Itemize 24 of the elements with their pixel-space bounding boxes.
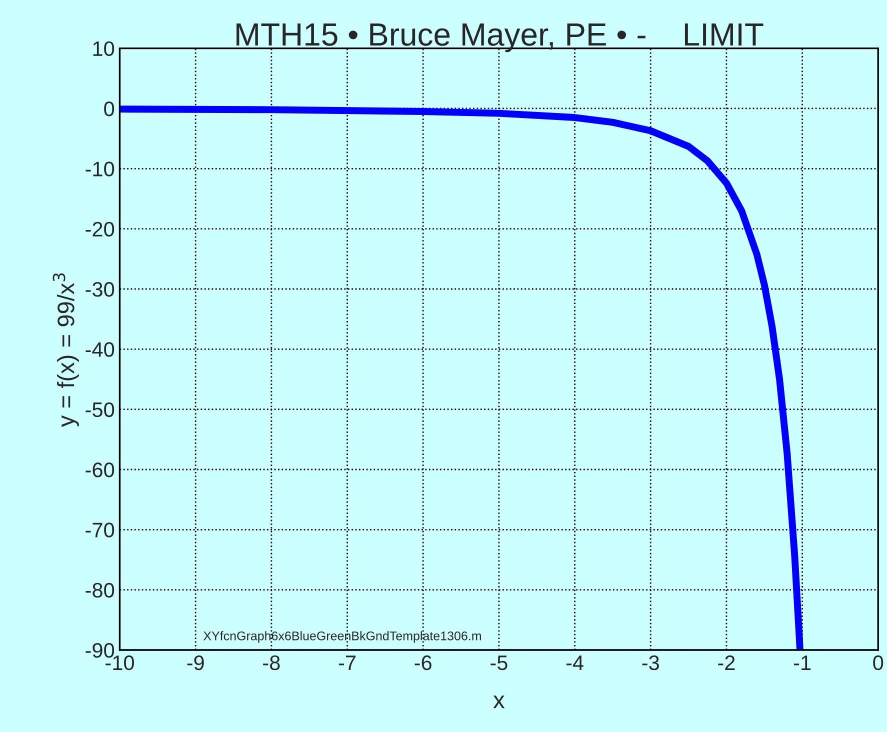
- y-tick-label: -30: [86, 282, 114, 297]
- x-axis-title: x: [493, 696, 505, 708]
- x-tick-label: 0: [873, 655, 884, 670]
- chart-title: MTH15 • Bruce Mayer, PE • - LIMIT: [236, 24, 764, 52]
- annotation: XYfcnGraph6x6BlueGreenBkGndTemplate1306.m: [203, 631, 481, 643]
- x-tick-label: -8: [263, 655, 280, 670]
- y-tick-label: -10: [86, 162, 114, 176]
- x-tick-label: -5: [490, 656, 508, 670]
- y-axis-title: y = f(x) = 99/x$^{3}$: [52, 273, 79, 428]
- x-tick-label: -6: [414, 655, 432, 670]
- y-tick-label: -80: [86, 582, 114, 598]
- y-tick-label: -20: [86, 222, 114, 237]
- x-tick-label: -9: [187, 655, 204, 670]
- y-tick-label: -60: [86, 462, 114, 478]
- y-tick-label: 10: [93, 41, 114, 56]
- x-tick-label: -7: [338, 656, 356, 670]
- y-tick-label: -50: [86, 402, 114, 418]
- x-tick-label: -2: [718, 655, 735, 670]
- x-tick-label: -4: [566, 656, 584, 670]
- x-tick-label: -1: [794, 656, 811, 670]
- y-tick-label: -70: [86, 522, 114, 538]
- y-tick-label: 0: [104, 101, 114, 116]
- y-tick-label: -40: [86, 342, 114, 357]
- x-tick-label: -3: [642, 655, 659, 670]
